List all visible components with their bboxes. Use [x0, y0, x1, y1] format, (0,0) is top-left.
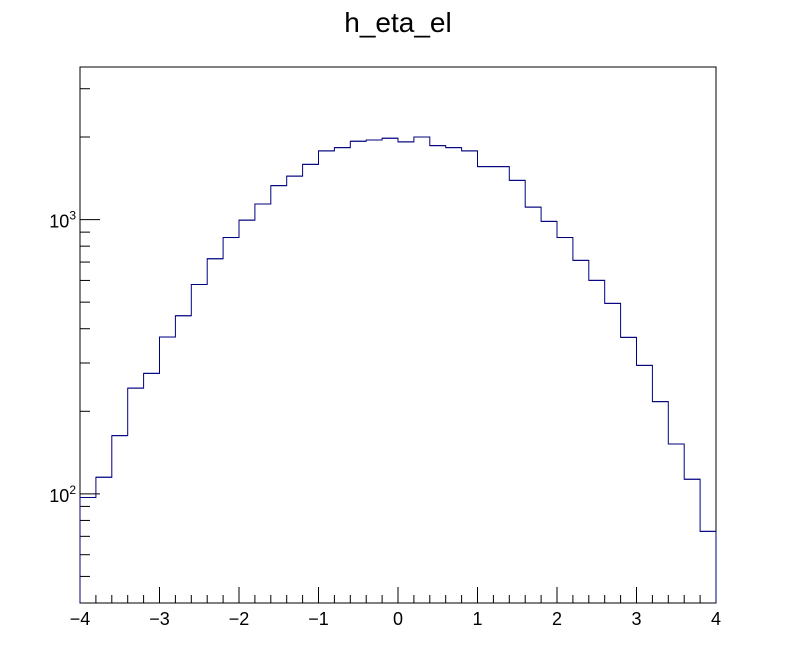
x-tick-label: −1	[308, 609, 329, 629]
chart-title: h_eta_el	[344, 7, 451, 38]
y-axis: 102 103	[49, 88, 100, 604]
x-tick-label: −2	[229, 609, 250, 629]
x-tick-label: 0	[393, 609, 403, 629]
x-tick-label: 1	[472, 609, 482, 629]
y-tick-label: 103	[49, 209, 76, 232]
y-tick-label: 102	[49, 483, 76, 506]
x-tick-label: −4	[70, 609, 91, 629]
x-tick-label: 4	[711, 609, 721, 629]
x-tick-label: −3	[149, 609, 170, 629]
x-tick-label: 2	[552, 609, 562, 629]
histogram-outline	[79, 136, 717, 603]
x-tick-label: 3	[631, 609, 641, 629]
x-axis: −4 −3 −2 −1 0 1 2 3 4	[70, 587, 721, 629]
